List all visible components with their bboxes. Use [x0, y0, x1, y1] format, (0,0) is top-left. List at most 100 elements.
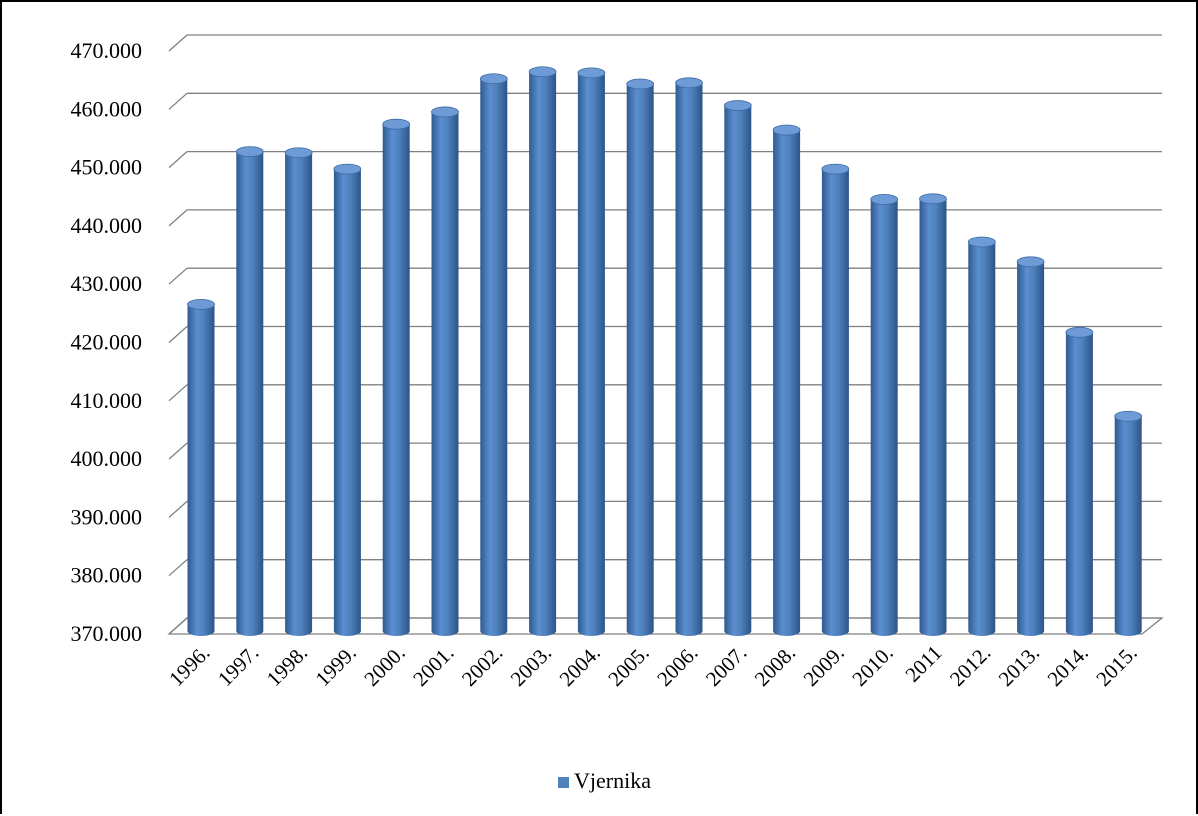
- x-tick-label: 2010.: [847, 641, 897, 691]
- bar: [187, 298, 215, 636]
- x-tick-label: 2007.: [701, 641, 751, 691]
- bar-top: [333, 163, 362, 175]
- bar: [919, 193, 947, 636]
- bar: [821, 163, 850, 636]
- bar-body: [285, 152, 313, 636]
- bar-body: [675, 82, 703, 636]
- x-tick-label: 2008.: [750, 641, 800, 691]
- bar-body: [1114, 416, 1142, 636]
- y-tick-label: 410.000: [71, 388, 143, 413]
- y-tick-label: 370.000: [71, 621, 143, 646]
- x-tick-label: 1999.: [311, 641, 361, 691]
- gridline-side: [168, 559, 188, 577]
- bar-top: [772, 124, 801, 136]
- bar: [675, 77, 703, 636]
- bar: [1114, 410, 1143, 636]
- gridline-side: [168, 151, 188, 169]
- bar-body: [968, 241, 996, 636]
- x-tick-label: 2012.: [945, 641, 995, 691]
- bar-body: [480, 78, 508, 636]
- bar: [577, 67, 606, 637]
- bar: [235, 146, 264, 636]
- bar-top: [723, 100, 752, 111]
- y-tick-label: 380.000: [71, 563, 143, 588]
- bar: [967, 236, 996, 636]
- bar-top: [431, 106, 459, 118]
- gridline-side: [168, 384, 188, 402]
- x-tick-label: 1997.: [213, 641, 263, 691]
- x-tick-label: 2013.: [994, 641, 1044, 691]
- bar-body: [919, 198, 947, 636]
- bar-body: [724, 105, 752, 636]
- chart-floor: [167, 617, 1164, 635]
- x-tick-label: 2003.: [506, 641, 556, 691]
- legend-label: Vjernika: [574, 768, 651, 793]
- bar: [528, 66, 557, 636]
- bar-body: [773, 130, 801, 636]
- x-tick-label: 2015.: [1091, 641, 1141, 691]
- bar-top: [870, 194, 899, 205]
- legend: Vjernika: [558, 768, 651, 793]
- gridline-side: [168, 326, 188, 343]
- gridline-side: [168, 500, 188, 518]
- bar-body: [187, 304, 215, 636]
- bar: [431, 106, 459, 636]
- bar-body: [1065, 332, 1093, 636]
- bar-body: [1017, 261, 1045, 636]
- bar: [870, 194, 899, 636]
- bar-top: [967, 236, 996, 248]
- bar-top: [479, 73, 508, 85]
- bar: [382, 118, 411, 636]
- x-tick-label: 2005.: [603, 641, 653, 691]
- bar-body: [382, 124, 410, 636]
- bars: [187, 66, 1143, 637]
- bar: [479, 73, 508, 636]
- bar-body: [333, 169, 361, 636]
- gridline-side: [168, 209, 188, 227]
- bar-body: [431, 111, 459, 636]
- gridline-side: [168, 442, 188, 460]
- x-tick-label: 2014.: [1043, 641, 1093, 691]
- gridline-side: [168, 92, 188, 110]
- legend-swatch: [558, 777, 569, 788]
- x-tick-label: 2002.: [457, 641, 507, 691]
- bar-top: [528, 66, 557, 78]
- y-tick-label: 400.000: [71, 446, 143, 471]
- gridline-side: [168, 34, 188, 52]
- x-tick-label: 2000.: [359, 641, 409, 691]
- gridlines: [167, 34, 1164, 635]
- bar-top: [919, 193, 947, 205]
- bar-top: [235, 146, 264, 158]
- bar-body: [870, 199, 898, 636]
- bar-body: [821, 169, 849, 636]
- bar-top: [187, 298, 215, 310]
- y-tick-label: 420.000: [71, 330, 143, 355]
- y-tick-label: 470.000: [71, 38, 143, 63]
- bar-body: [626, 83, 654, 636]
- bar-top: [382, 118, 411, 130]
- bar: [1065, 326, 1094, 636]
- x-tick-label: 2004.: [555, 641, 605, 691]
- bar-top: [1065, 326, 1094, 338]
- x-tick-label: 2001.: [408, 641, 458, 691]
- y-tick-label: 390.000: [71, 504, 143, 529]
- bar: [772, 124, 801, 636]
- x-tick-label: 1996.: [164, 641, 214, 691]
- y-tick-label: 440.000: [71, 213, 143, 238]
- bar-top: [1114, 410, 1143, 422]
- x-tick-label: 2009.: [799, 641, 849, 691]
- bar-top: [821, 163, 850, 175]
- y-tick-label: 450.000: [71, 155, 143, 180]
- bar-body: [236, 151, 264, 636]
- x-tick-label: 2006.: [652, 641, 702, 691]
- bar-body: [529, 71, 557, 636]
- bar-top: [577, 67, 606, 79]
- bar-body: [577, 72, 605, 637]
- gridline-side: [168, 267, 188, 285]
- x-axis-ticks: 1996.1997.1998.1999.2000.2001.2002.2003.…: [164, 641, 1142, 691]
- y-tick-label: 460.000: [71, 96, 143, 121]
- bar: [723, 100, 752, 636]
- x-tick-label: 2011: [900, 641, 946, 687]
- bar-top: [1016, 256, 1045, 268]
